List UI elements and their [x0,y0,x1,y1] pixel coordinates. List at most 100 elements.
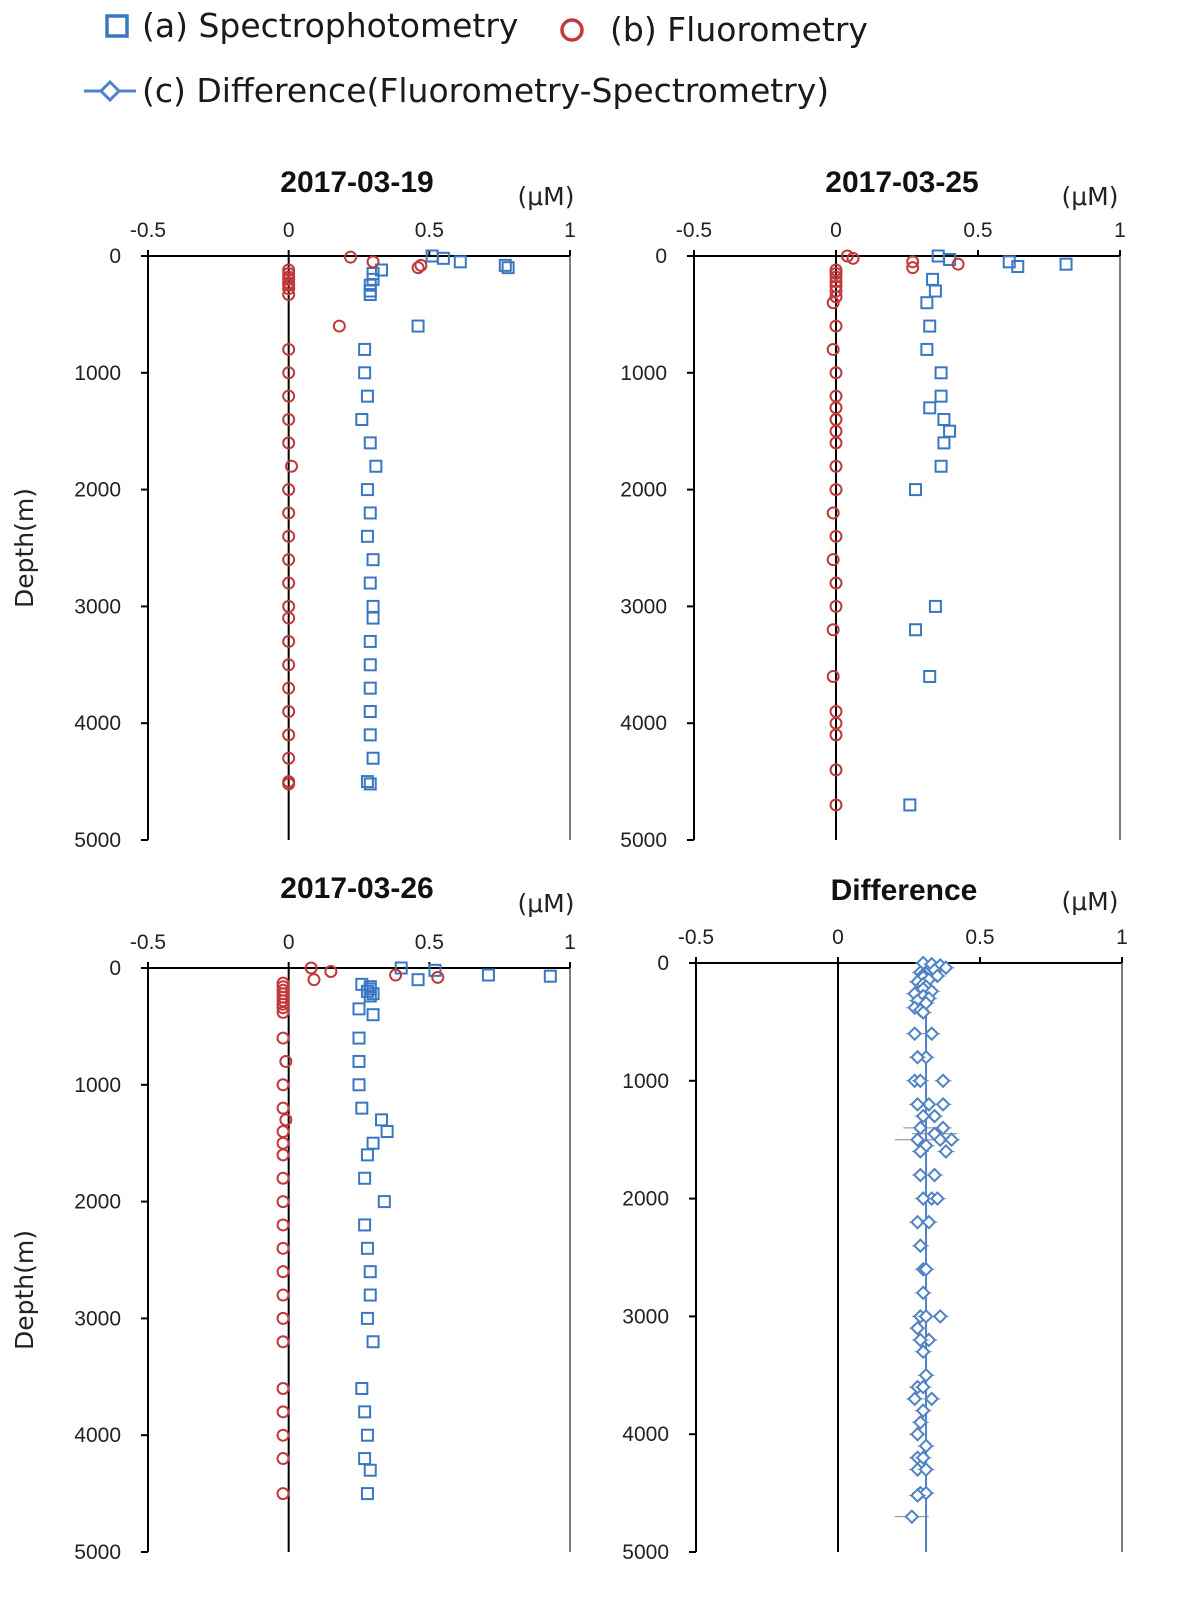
y-tick-label: 0 [109,245,121,268]
fluorometry-point [282,389,296,403]
fluorometry-point [829,728,843,742]
spectrophotometry-point [923,319,937,333]
spectrophotometry-point [366,553,380,567]
difference-point [910,1488,925,1503]
fluorometry-point [829,483,843,497]
fluorometry-point [282,705,296,719]
fluorometry-point [411,261,425,275]
fluorometry-point [829,459,843,473]
y-tick-label: 5000 [620,829,667,852]
fluorometry-point [906,255,920,269]
fluorometry-point [276,1171,290,1185]
fluorometry-point [826,506,840,520]
fluorometry-point [829,436,843,450]
fluorometry-point [282,506,296,520]
spectrophotometry-point [363,288,377,302]
fluorometry-point [906,261,920,275]
difference-point [932,1308,948,1324]
legend-label: (b) Fluorometry [610,10,868,49]
fluorometry-point [276,1195,290,1209]
difference-point [918,1308,934,1324]
spectrophotometry-point [436,251,450,265]
y-tick-label: 5000 [74,1541,121,1564]
x-tick-label: 0 [832,926,844,949]
y-tick-label: 1000 [74,1074,121,1097]
x-tick-label: 0.5 [963,219,992,242]
y-tick-label: 5000 [622,1541,669,1564]
spectrophotometry-point [360,1148,374,1162]
spectrophotometry-point [366,1335,380,1349]
spectrophotometry-point [363,681,377,695]
difference-point [929,1191,945,1207]
x-tick-label: 0 [283,219,295,242]
chart-title: 2017-03-19 [280,166,433,199]
spectrophotometry-point [366,987,380,1001]
fluorometry-point [282,634,296,648]
spectrophotometry-point [481,968,495,982]
spectrophotometry-point [909,623,923,637]
fluorometry-point [826,342,840,356]
difference-point [944,1132,960,1148]
fluorometry-point [276,1005,290,1019]
spectrophotometry-point [363,506,377,520]
difference-point [938,960,954,976]
fluorometry-point [276,1335,290,1349]
fluorometry-point [829,275,843,289]
spectrophotometry-point [363,436,377,450]
fluorometry-point [276,1031,290,1045]
difference-point [935,1073,951,1089]
fluorometry-point [282,263,296,277]
difference-point [912,1144,928,1159]
spectrophotometry-point [375,263,389,277]
fluorometry-point [282,658,296,672]
fluorometry-point [846,251,860,265]
fluorometry-point [276,997,290,1011]
spectrophotometry-point [937,436,951,450]
fluorometry-point [276,1218,290,1232]
fluorometry-point [282,529,296,543]
difference-point [915,1450,931,1466]
chart-title: 2017-03-26 [280,872,433,905]
fluorometry-point [276,1452,290,1466]
difference-point [927,1167,942,1183]
fluorometry-point [826,669,840,683]
fluorometry-point [282,681,296,695]
spectrophotometry-point [363,989,377,1003]
spectrophotometry-point [358,342,372,356]
x-tick-label: 0.5 [415,931,444,954]
spectrophotometry-point [358,1405,372,1419]
difference-point [924,1026,940,1042]
fluorometry-point [282,342,296,356]
fluorometry-point [829,284,843,298]
fluorometry-point [344,250,358,264]
fluorometry-point [279,1054,293,1068]
fluorometry-point [389,968,403,982]
fluorometry-point [282,278,296,292]
fluorometry-point [282,483,296,497]
y-tick-label: 2000 [74,1191,121,1214]
circle-marker-icon [560,17,584,42]
fluorometry-point [282,288,296,302]
difference-point [912,1073,928,1089]
spectrophotometry-point [934,366,948,380]
difference-point [915,1379,931,1395]
legend-label: (a) Spectrophotometry [142,6,519,45]
spectrophotometry-point [363,576,377,590]
difference-point [912,1332,928,1348]
spectrophotometry-point [358,366,372,380]
difference-point [935,1096,951,1112]
difference-point [912,1238,928,1254]
fluorometry-point [276,1241,290,1255]
y-axis-label: Depth(m) [10,488,39,608]
fluorometry-point [829,270,843,284]
fluorometry-point [829,763,843,777]
x-tick-label: -0.5 [130,931,166,954]
difference-point [907,1026,923,1042]
fluorometry-point [829,366,843,380]
difference-point [921,1096,937,1112]
spectrophotometry-point [360,483,374,497]
spectrophotometry-point [411,319,425,333]
fluorometry-point [276,1381,290,1395]
y-tick-label: 2000 [74,479,121,502]
